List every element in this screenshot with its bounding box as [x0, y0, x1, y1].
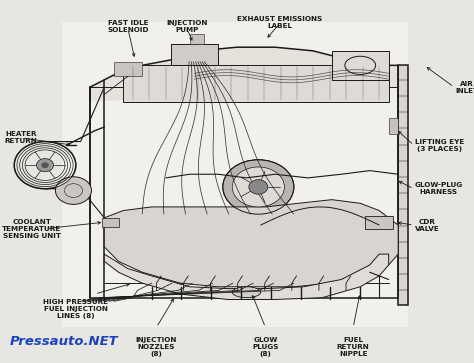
Circle shape — [249, 180, 268, 194]
Text: HEATER
RETURN: HEATER RETURN — [5, 131, 37, 144]
Text: GLOW
PLUGS
(8): GLOW PLUGS (8) — [252, 337, 279, 357]
Polygon shape — [90, 47, 398, 102]
Circle shape — [223, 160, 294, 214]
Polygon shape — [398, 65, 408, 305]
Text: FAST IDLE
SOLENOID: FAST IDLE SOLENOID — [107, 20, 149, 33]
FancyBboxPatch shape — [389, 118, 398, 134]
Text: AIR
INLET: AIR INLET — [455, 81, 474, 94]
Text: INJECTION
NOZZLES
(8): INJECTION NOZZLES (8) — [136, 337, 177, 357]
Text: FUEL
RETURN
NIPPLE: FUEL RETURN NIPPLE — [337, 337, 370, 357]
Text: CDR
VALVE: CDR VALVE — [415, 219, 439, 232]
Polygon shape — [104, 254, 389, 299]
FancyBboxPatch shape — [190, 34, 204, 44]
Circle shape — [232, 167, 284, 207]
FancyBboxPatch shape — [365, 216, 393, 229]
Text: GLOW-PLUG
HARNESS: GLOW-PLUG HARNESS — [415, 182, 463, 195]
Text: HIGH PRESSURE
FUEL INJECTION
LINES (8): HIGH PRESSURE FUEL INJECTION LINES (8) — [43, 299, 109, 319]
Text: Pressauto.NET: Pressauto.NET — [9, 335, 118, 348]
Circle shape — [36, 159, 54, 172]
FancyBboxPatch shape — [62, 22, 408, 327]
Circle shape — [41, 162, 49, 168]
FancyBboxPatch shape — [114, 62, 142, 76]
Ellipse shape — [232, 287, 261, 298]
Polygon shape — [104, 200, 398, 287]
Text: COOLANT
TEMPERATURE
SENSING UNIT: COOLANT TEMPERATURE SENSING UNIT — [2, 219, 62, 239]
FancyBboxPatch shape — [171, 44, 218, 65]
Text: INJECTION
PUMP: INJECTION PUMP — [166, 20, 208, 33]
Text: LIFTING EYE
(3 PLACES): LIFTING EYE (3 PLACES) — [415, 139, 464, 152]
FancyBboxPatch shape — [102, 218, 118, 227]
FancyBboxPatch shape — [123, 65, 389, 102]
FancyBboxPatch shape — [332, 51, 389, 80]
Circle shape — [55, 177, 91, 204]
Text: EXHAUST EMISSIONS
LABEL: EXHAUST EMISSIONS LABEL — [237, 16, 322, 29]
